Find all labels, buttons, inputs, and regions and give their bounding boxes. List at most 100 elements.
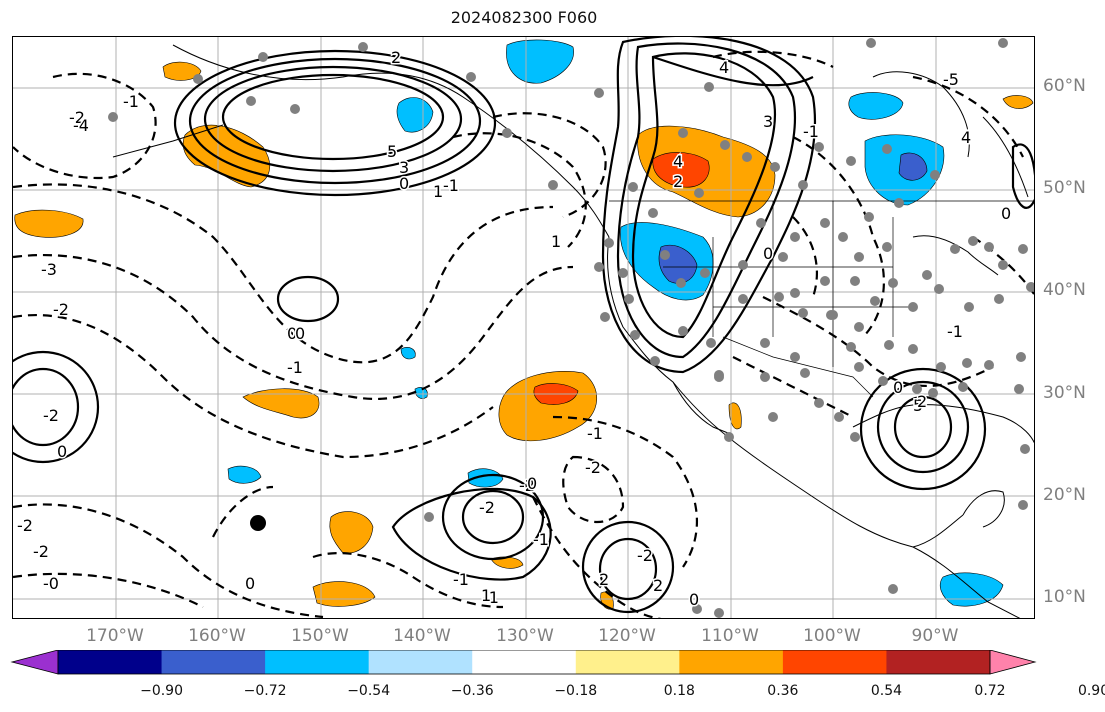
contour-label: -1: [453, 570, 469, 589]
anomaly-orange-gulfca: [728, 402, 742, 430]
contour-neg-11: [912, 75, 1024, 158]
lat-label-30n: 30°N: [1043, 383, 1086, 403]
colorbar-segment: [161, 650, 266, 674]
contour-label: 0: [689, 590, 699, 609]
contour-label: -1: [287, 358, 303, 377]
anomaly-orange-subtrop: [242, 388, 320, 419]
contour-label: 4: [961, 128, 971, 147]
contour-label: -3: [41, 260, 57, 279]
contour-label: -1: [483, 588, 499, 607]
contour-label: 0: [893, 378, 903, 397]
map-title: 2024082300 F060: [450, 8, 598, 27]
lon-label-100w: 100°W: [803, 626, 861, 646]
contour-label: 1: [433, 182, 443, 201]
coast-yucatan: [962, 490, 1005, 528]
contour-labels: 4 2 2 4 5 3 0 -1 -3 -2 0 -1 -2 0 -2 -2 -…: [16, 47, 1013, 611]
contour-west-2: [13, 367, 80, 447]
colorbar-tick-label: −0.72: [243, 683, 287, 699]
contour-label: -1: [123, 92, 139, 111]
contour-label: -2: [519, 476, 535, 495]
contour-neg-8: [452, 132, 587, 248]
lon-label-150w: 150°W: [291, 626, 349, 646]
contour-label: 5: [387, 142, 397, 161]
contour-neg-12: [762, 296, 994, 387]
lon-label-90w: 90°W: [911, 626, 959, 646]
colorbar-segment: [782, 650, 887, 674]
contour-neg-19: [792, 216, 818, 298]
contour-ridge-2: [616, 42, 797, 359]
contour-high-gulf-4: [173, 49, 497, 197]
anomaly-blue-canada: [848, 92, 904, 120]
contour-label: 0: [763, 244, 773, 263]
coast-gulf: [852, 404, 1034, 444]
coast-centralam: [912, 546, 1021, 618]
coast-greatlakes: [912, 235, 999, 276]
contour-neg-5: [13, 572, 204, 608]
lat-label-20n: 20°N: [1043, 485, 1086, 505]
contours: [13, 37, 1034, 614]
contour-label: -2: [69, 108, 85, 127]
contour-ridge-3: [601, 37, 817, 374]
colorbar-segment: [886, 650, 991, 674]
contour-label: 3: [763, 112, 773, 131]
contour-label: -2: [53, 300, 69, 319]
anomaly-blue-central: [467, 468, 504, 488]
contour-label: 0: [57, 442, 67, 461]
contour-high-gulf-1: [221, 73, 445, 161]
contour-gulf-3: [859, 367, 987, 491]
contour-label: 2: [599, 570, 609, 589]
colorbar-segments: [10, 650, 1037, 675]
anomaly-blue-hawaii: [227, 465, 262, 484]
map-panel: 4 2 2 4 5 3 0 -1 -3 -2 0 -1 -2 0 -2 -2 -…: [12, 36, 1035, 619]
contour-label: 5: [913, 396, 923, 415]
contour-label: -1: [587, 424, 603, 443]
contour-label: 2: [917, 392, 927, 411]
anomaly-orange-aleutian: [182, 124, 271, 188]
contour-neg-1: [13, 183, 554, 364]
contour-label: -1: [443, 176, 459, 195]
contour-label: -1: [947, 322, 963, 341]
lat-label-40n: 40°N: [1043, 280, 1086, 300]
contour-label: 0: [295, 324, 305, 343]
anomaly-orange-labrador: [1002, 95, 1034, 109]
contour-west-1: [13, 350, 100, 464]
lon-label-140w: 140°W: [393, 626, 451, 646]
lon-label-130w: 130°W: [496, 626, 554, 646]
contour-label: 0: [1001, 204, 1011, 223]
colorbar-extend-high: [989, 650, 1037, 675]
contour-subtrop-2: [461, 489, 525, 545]
colorbar-segment: [368, 650, 473, 674]
colorbar-segment: [679, 650, 784, 674]
colorbar-tick-label: −0.36: [450, 683, 494, 699]
colorbar-tick-label: 0.36: [767, 683, 799, 699]
coast-mexico: [727, 436, 964, 548]
lon-label-170w: 170°W: [86, 626, 144, 646]
contour-high-gulf-2: [203, 65, 463, 173]
anomaly-blue-small2: [414, 387, 428, 399]
contour-gulf-2: [893, 395, 953, 459]
contour-label: 0: [399, 174, 409, 193]
contour-label: 4: [673, 152, 683, 171]
contour-label: -4: [73, 116, 89, 135]
coast-uswest: [607, 236, 729, 438]
lon-label-120w: 120°W: [598, 626, 656, 646]
lat-label-10n: 10°N: [1043, 587, 1086, 607]
coast-aleutians: [112, 124, 224, 158]
contour-eq-2: [598, 537, 658, 601]
graticule: [13, 37, 1034, 618]
contour-label: 0: [527, 474, 537, 493]
contour-label: 0: [287, 324, 297, 343]
contour-label: -2: [585, 458, 601, 477]
contour-neg-7: [492, 112, 607, 219]
colorbar-tick-label: −0.54: [347, 683, 391, 699]
contour-label: -2: [43, 406, 59, 425]
colorbar-tick-label: 0.90: [1077, 683, 1105, 699]
contour-label: -5: [943, 70, 959, 89]
colorbar-segment: [58, 650, 163, 674]
anomaly-blue-caribbean: [940, 572, 1004, 607]
contour-eq-1: [581, 520, 675, 614]
anomaly-orange-mex: [490, 556, 524, 569]
contour-neg-16: [532, 496, 662, 618]
contour-label: -1: [533, 530, 549, 549]
contour-label: 2: [653, 576, 663, 595]
